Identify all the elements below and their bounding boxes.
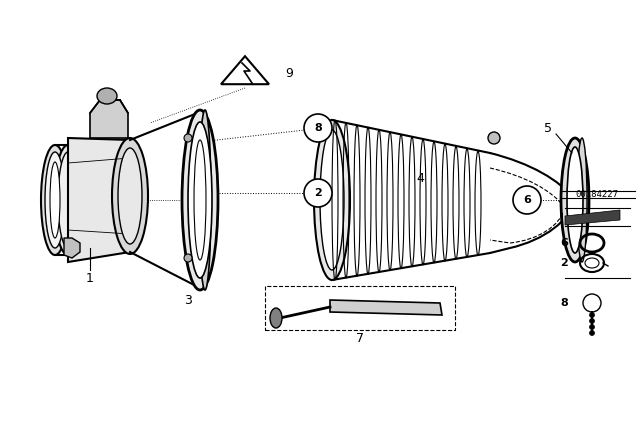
Circle shape [589,324,595,329]
Ellipse shape [54,145,82,255]
Ellipse shape [194,140,206,260]
Ellipse shape [97,88,117,104]
Polygon shape [64,238,80,258]
Text: 7: 7 [356,332,364,345]
Ellipse shape [270,308,282,328]
Ellipse shape [41,145,69,255]
Text: 6: 6 [560,238,568,248]
Circle shape [488,132,500,144]
Circle shape [304,114,332,142]
Circle shape [184,254,192,262]
Text: 6: 6 [523,195,531,205]
Ellipse shape [182,110,218,290]
Polygon shape [330,300,442,315]
Circle shape [589,313,595,318]
Text: 2: 2 [314,188,322,198]
Ellipse shape [314,120,350,280]
Text: 3: 3 [184,293,192,306]
Text: 00184227: 00184227 [575,190,618,199]
Polygon shape [221,56,269,84]
Text: 1: 1 [86,271,94,284]
Ellipse shape [58,152,78,248]
Ellipse shape [320,130,344,270]
Polygon shape [90,100,128,138]
Polygon shape [68,138,130,262]
Ellipse shape [199,110,211,290]
Circle shape [304,179,332,207]
Circle shape [184,134,192,142]
Polygon shape [565,210,620,225]
Circle shape [513,186,541,214]
Ellipse shape [561,138,589,262]
Ellipse shape [45,152,65,248]
Circle shape [589,319,595,323]
Ellipse shape [567,147,583,253]
Ellipse shape [50,162,60,238]
Circle shape [589,331,595,336]
Ellipse shape [112,138,148,254]
Text: 9: 9 [285,66,293,79]
Ellipse shape [118,148,142,244]
Ellipse shape [188,122,212,278]
Text: 8: 8 [560,298,568,308]
Text: 8: 8 [314,123,322,133]
Text: 5: 5 [544,121,552,134]
Text: 2: 2 [560,258,568,268]
Ellipse shape [577,138,587,262]
Text: 4: 4 [416,172,424,185]
